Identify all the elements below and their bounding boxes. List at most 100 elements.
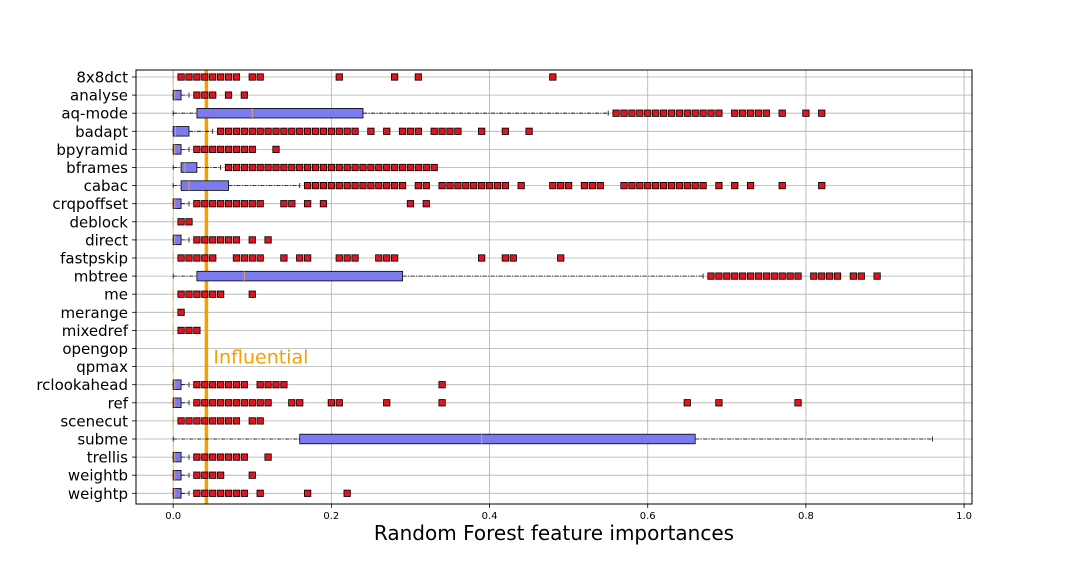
flier-point — [818, 181, 826, 190]
iqr-box — [172, 397, 182, 409]
y-tick-label: me — [104, 286, 128, 304]
flier-point — [422, 200, 430, 208]
flier-point — [248, 200, 256, 208]
box-series — [172, 72, 933, 499]
flier-point — [240, 399, 248, 407]
flier-point — [193, 236, 201, 244]
y-tick-label: fastpskip — [60, 250, 128, 268]
flier-point — [675, 181, 683, 190]
flier-point — [343, 181, 351, 190]
flier-point — [217, 73, 225, 81]
flier-point — [232, 236, 241, 244]
flier-point — [367, 181, 375, 190]
flier-point — [462, 181, 470, 190]
flier-point — [272, 127, 280, 135]
flier-point — [224, 381, 233, 389]
flier-point — [414, 73, 422, 81]
flier-point — [802, 109, 810, 117]
flier-point — [628, 181, 636, 190]
flier-point — [493, 181, 502, 190]
flier-point — [422, 181, 430, 190]
flier-point — [351, 254, 359, 262]
plot-frame — [135, 69, 973, 505]
flier-point — [248, 290, 256, 298]
flier-point — [833, 272, 842, 280]
flier-point — [201, 489, 209, 497]
flier-point — [193, 399, 201, 407]
flier-point — [201, 236, 209, 244]
flier-point — [683, 109, 691, 117]
flier-point — [232, 163, 241, 172]
flier-point — [699, 109, 707, 117]
flier-point — [264, 127, 272, 135]
flier-point — [786, 272, 794, 280]
flier-point — [628, 109, 636, 117]
flier-point — [217, 399, 225, 407]
flier-point — [873, 272, 881, 280]
x-tick-label: 1.0 — [956, 511, 972, 522]
flier-point — [739, 272, 747, 280]
flier-point — [754, 272, 763, 280]
flier-point — [391, 163, 399, 172]
flier-point — [311, 181, 320, 190]
flier-point — [224, 73, 233, 81]
flier-point — [193, 91, 201, 99]
flier-point — [636, 181, 644, 190]
y-tick-label: scenecut — [60, 412, 128, 430]
flier-point — [177, 417, 185, 425]
flier-point — [201, 91, 209, 99]
flier-point — [240, 489, 248, 497]
flier-point — [177, 73, 185, 81]
flier-point — [659, 109, 668, 117]
flier-point — [256, 163, 264, 172]
flier-point — [256, 417, 264, 425]
y-tick-label: trellis — [87, 449, 128, 467]
flier-point — [391, 254, 399, 262]
flier-point — [794, 272, 802, 280]
flier-point — [731, 181, 739, 190]
flier-point — [248, 236, 256, 244]
flier-point — [193, 417, 201, 425]
y-tick-label: rclookahead — [36, 376, 128, 394]
flier-point — [177, 290, 185, 298]
flier-point — [209, 145, 217, 153]
flier-point — [304, 200, 312, 208]
flier-point — [280, 254, 288, 262]
flier-point — [248, 417, 256, 425]
flier-point — [580, 181, 589, 190]
flier-point — [240, 381, 248, 389]
flier-point — [667, 109, 676, 117]
flier-point — [691, 109, 699, 117]
flier-point — [485, 181, 494, 190]
flier-point — [177, 218, 185, 226]
flier-point — [311, 163, 320, 172]
flier-point — [272, 381, 280, 389]
flier-point — [185, 417, 193, 425]
flier-point — [644, 181, 652, 190]
flier-point — [185, 73, 193, 81]
flier-point — [478, 254, 486, 262]
flier-point — [770, 272, 778, 280]
flier-point — [319, 163, 328, 172]
y-tick-label: weightb — [68, 467, 128, 485]
flier-point — [201, 290, 209, 298]
flier-point — [818, 109, 826, 117]
flier-point — [778, 109, 786, 117]
flier-point — [470, 181, 478, 190]
y-tick-label: mixedref — [62, 322, 129, 340]
flier-point — [509, 254, 517, 262]
flier-point — [746, 109, 755, 117]
flier-point — [620, 181, 628, 190]
y-tick-label: merange — [61, 304, 128, 322]
flier-point — [264, 236, 272, 244]
y-tick-label: subme — [77, 431, 128, 449]
flier-point — [383, 181, 391, 190]
flier-point — [209, 290, 217, 298]
flier-point — [525, 127, 533, 135]
flier-point — [217, 453, 225, 461]
flier-point — [414, 181, 422, 190]
flier-point — [256, 73, 264, 81]
flier-point — [746, 181, 755, 190]
flier-point — [818, 272, 826, 280]
